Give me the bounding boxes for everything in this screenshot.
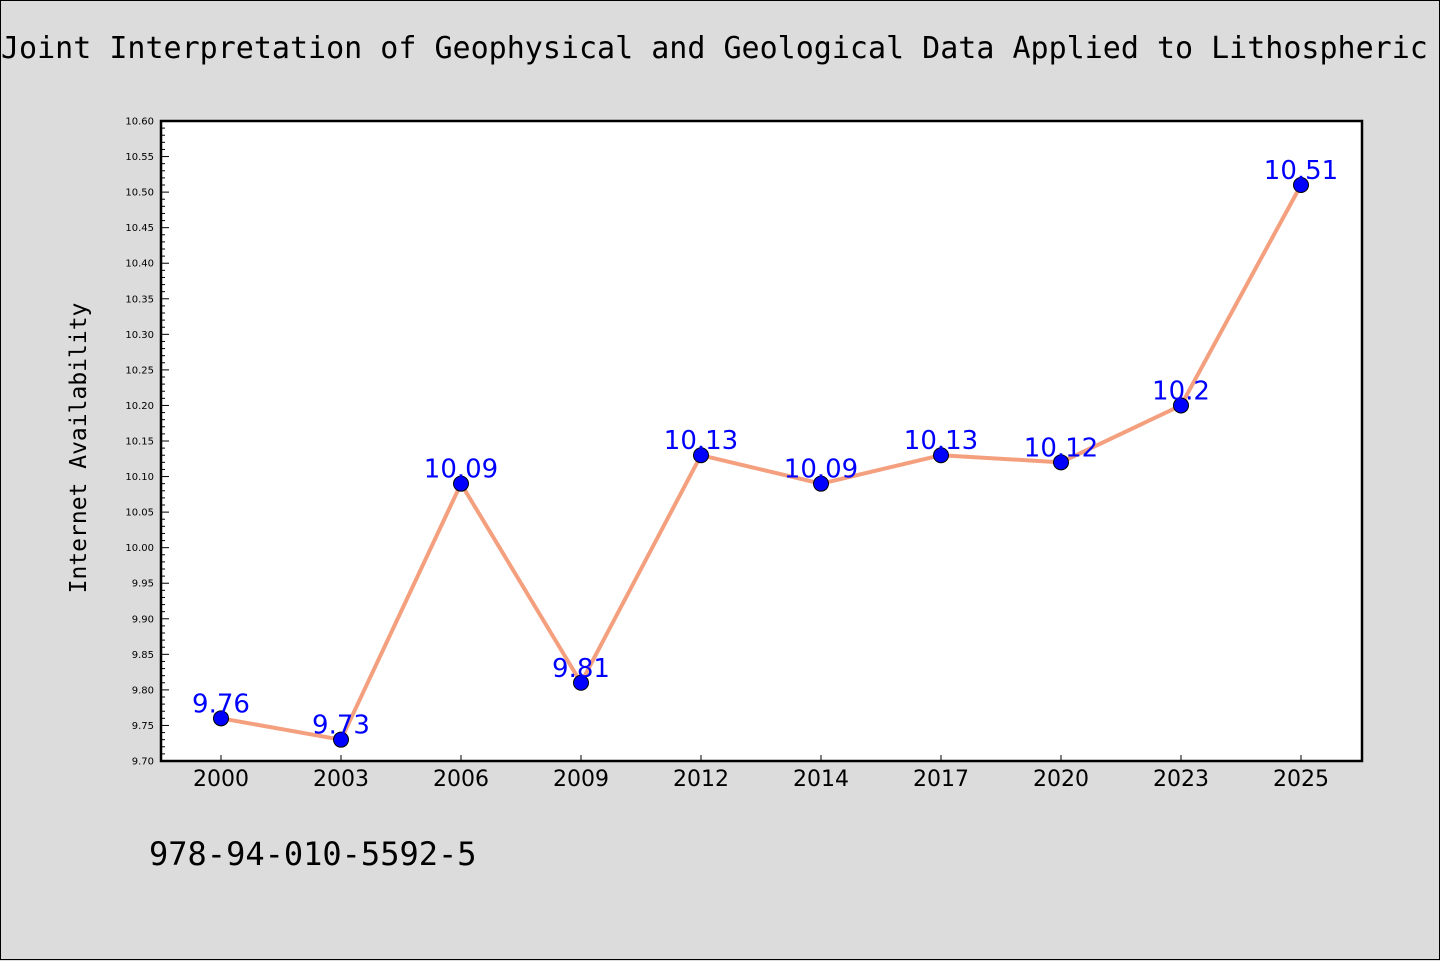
data-label: 10.51	[1264, 156, 1338, 186]
y-axis-ticks: 9.70 9.75 9.80 9.85 9.90 9.95 10.00 10.05 10.10 1…	[125, 117, 169, 768]
data-label: 9.73	[312, 711, 370, 741]
data-label: 10.12	[1024, 433, 1098, 463]
data-label: 10.13	[664, 426, 738, 456]
y-tick-label: 10.40	[125, 259, 154, 270]
y-tick-label: 9.85	[132, 650, 154, 661]
plot-border	[159, 119, 1364, 763]
x-tick-label: 2017	[913, 767, 969, 792]
x-tick-label: 2009	[553, 767, 609, 792]
x-tick-label: 2023	[1153, 767, 1209, 792]
data-label: 9.81	[552, 654, 610, 684]
data-point	[693, 447, 709, 464]
data-point	[1053, 454, 1069, 471]
data-label: 10.09	[784, 455, 858, 485]
x-tick-label: 2003	[313, 767, 369, 792]
x-tick-label: 2020	[1033, 767, 1089, 792]
y-tick-label: 10.25	[125, 365, 154, 376]
data-markers	[213, 177, 1309, 748]
x-tick-label: 2006	[433, 767, 489, 792]
y-tick-label: 10.00	[125, 543, 154, 554]
data-point	[213, 710, 229, 727]
series-line	[220, 184, 1303, 742]
y-tick-label: 10.55	[125, 152, 154, 163]
data-point	[1173, 397, 1189, 414]
y-tick-label: 10.50	[125, 188, 154, 199]
y-tick-label: 9.90	[132, 614, 154, 625]
data-point	[813, 475, 829, 492]
data-label: 10.2	[1152, 376, 1210, 406]
y-tick-label: 9.95	[132, 579, 154, 590]
y-tick-label: 10.30	[125, 330, 154, 341]
y-tick-label: 10.45	[125, 223, 154, 234]
y-tick-label: 10.60	[125, 117, 154, 128]
x-tick-label: 2014	[793, 767, 849, 792]
data-point	[933, 447, 949, 464]
y-tick-label: 10.10	[125, 472, 154, 483]
data-point	[453, 475, 469, 492]
y-tick-label: 9.70	[132, 757, 154, 768]
y-tick-label: 10.20	[125, 401, 154, 412]
data-point	[1293, 177, 1309, 193]
data-label: 10.09	[424, 455, 498, 485]
y-tick-label: 10.35	[125, 294, 154, 305]
y-tick-label: 10.15	[125, 437, 154, 448]
x-tick-label: 2025	[1273, 767, 1329, 792]
data-point	[573, 674, 589, 691]
chart-title: Joint Interpretation of Geophysical and …	[1, 31, 1428, 66]
data-labels: 9.76 9.73 10.09 9.81 10.13 10.09 10.13 10.12 10.…	[192, 156, 1338, 741]
data-point	[333, 731, 349, 748]
data-label: 9.76	[192, 689, 250, 719]
y-tick-label: 9.75	[132, 721, 154, 732]
x-axis-ticks: 2000 2003 2006 2009 2012 2014 2017 2020 2023 2025	[193, 755, 1329, 792]
x-tick-label: 2012	[673, 767, 729, 792]
data-label: 10.13	[904, 426, 978, 456]
x-tick-label: 2000	[193, 767, 249, 792]
isbn-text: 978-94-010-5592-5	[149, 835, 477, 873]
plot-area	[161, 121, 1362, 761]
y-tick-label: 10.05	[125, 508, 154, 519]
y-axis-label: Internet Availability	[66, 303, 92, 594]
y-tick-label: 9.80	[132, 685, 154, 696]
